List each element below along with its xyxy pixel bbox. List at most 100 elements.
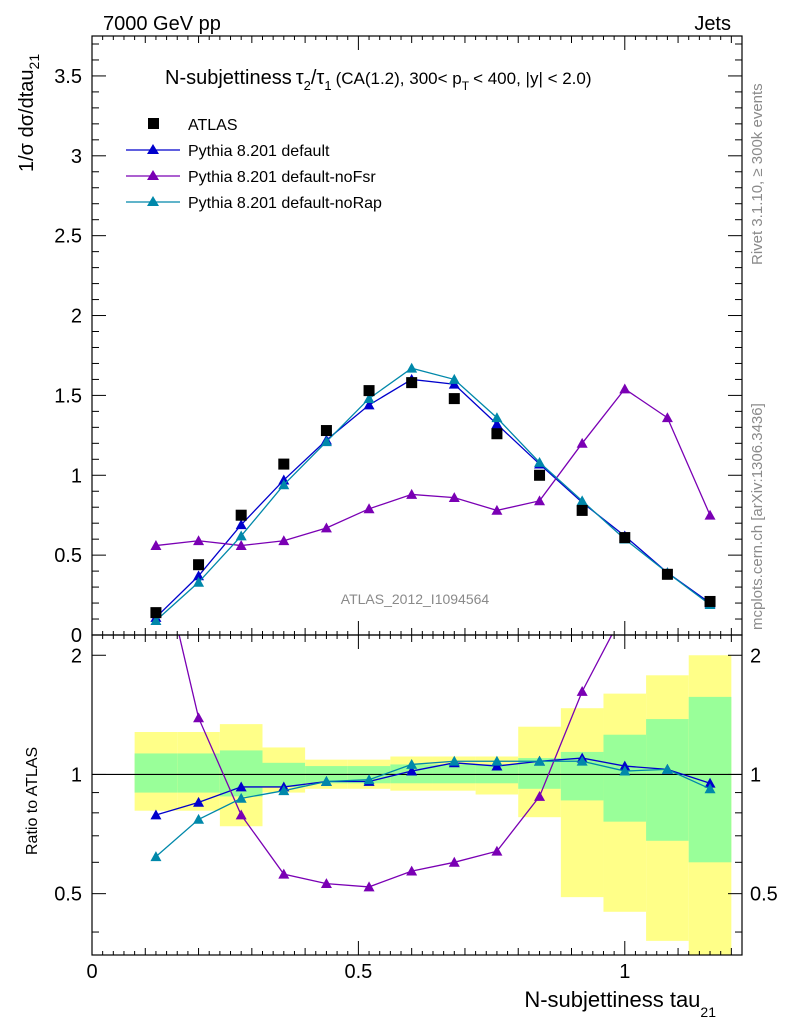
header-right: Jets bbox=[694, 13, 731, 35]
ratio-point-noFsr bbox=[491, 845, 503, 856]
legend-nofsr-marker bbox=[147, 170, 159, 180]
series-point-noFsr bbox=[235, 540, 247, 550]
y-ratio-tick-label-left: 2 bbox=[71, 645, 82, 667]
plot-title: N-subjettiness τ2/τ1 (CA(1.2), 300< pT < 40… bbox=[165, 67, 592, 93]
legend-norap-label: Pythia 8.201 default-noRap bbox=[188, 195, 382, 212]
ratio-point-noRap bbox=[491, 755, 503, 766]
y-ratio-tick-label-left: 1 bbox=[71, 764, 82, 786]
series-point-noRap bbox=[363, 393, 375, 403]
ratio-point-noFsr bbox=[193, 712, 205, 723]
y-ratio-tick-label-right: 1 bbox=[750, 764, 761, 786]
ratio-point-noFsr bbox=[576, 685, 588, 696]
ratio-point-noFsr bbox=[278, 868, 290, 879]
ratio-point-default bbox=[235, 781, 247, 792]
data-point-atlas bbox=[363, 385, 375, 397]
series-point-noRap bbox=[491, 412, 503, 423]
series-point-noRap bbox=[278, 479, 290, 490]
y-main-tick-label: 1.5 bbox=[54, 385, 82, 407]
ratio-line-noRap bbox=[155, 760, 711, 858]
series-line-default bbox=[155, 378, 711, 618]
series-point-default bbox=[235, 519, 247, 530]
ratio-point-noRap bbox=[534, 755, 546, 766]
series-point-noFsr bbox=[320, 522, 332, 533]
ratio-point-noRap bbox=[576, 755, 588, 766]
y-main-tick-label: 0.5 bbox=[54, 545, 82, 567]
ratio-point-noRap bbox=[235, 792, 247, 803]
data-point-atlas bbox=[576, 504, 588, 516]
series-point-noFsr bbox=[150, 540, 162, 550]
ratio-line-default bbox=[155, 757, 711, 816]
y-main-tick-label: 2 bbox=[71, 306, 82, 328]
ratio-point-noFsr bbox=[235, 809, 247, 820]
y-main-tick-label: 0 bbox=[71, 625, 82, 647]
ratio-point-noRap bbox=[661, 763, 673, 774]
series-point-noFsr bbox=[278, 535, 290, 546]
data-point-atlas bbox=[150, 607, 162, 619]
ratio-point-default bbox=[704, 777, 716, 788]
ratio-band-outer-bin bbox=[560, 708, 604, 898]
x-tick-label: 0.5 bbox=[344, 961, 372, 983]
ratio-point-noRap bbox=[363, 774, 375, 785]
legend-norap-marker bbox=[147, 196, 159, 206]
series-line-noFsr bbox=[155, 388, 711, 547]
data-point-atlas bbox=[320, 425, 332, 437]
series-point-noFsr bbox=[576, 437, 588, 448]
data-point-atlas bbox=[491, 428, 503, 440]
legend-default-marker bbox=[147, 144, 159, 154]
legend-nofsr-label: Pythia 8.201 default-noFsr bbox=[188, 169, 376, 186]
data-point-atlas bbox=[235, 509, 247, 521]
ratio-point-noFsr bbox=[320, 878, 332, 889]
ratio-uncertainty-bands bbox=[134, 655, 732, 955]
series-point-noRap bbox=[235, 530, 247, 541]
legend: ATLAS Pythia 8.201 default Pythia 8.201 … bbox=[126, 117, 382, 212]
y-ratio-tick-label-right: 0.5 bbox=[750, 884, 778, 906]
y-ratio-tick-label-right: 2 bbox=[750, 645, 761, 667]
data-point-atlas bbox=[278, 458, 290, 470]
data-point-atlas bbox=[534, 469, 546, 481]
rivet-label: Rivet 3.1.10, ≥ 300k events bbox=[749, 83, 766, 265]
ratio-y-label: Ratio to ATLAS bbox=[24, 747, 41, 855]
x-tick-label: 0 bbox=[86, 961, 97, 983]
ratio-band-inner-bin bbox=[603, 734, 647, 822]
series-point-noFsr bbox=[491, 504, 503, 515]
series-point-noFsr bbox=[534, 495, 546, 506]
legend-atlas-label: ATLAS bbox=[188, 117, 238, 134]
series-point-noRap bbox=[193, 576, 205, 587]
analysis-watermark: ATLAS_2012_I1094564 bbox=[341, 591, 490, 607]
series-point-default bbox=[491, 418, 503, 429]
ratio-point-default bbox=[619, 760, 631, 771]
series-point-noRap bbox=[150, 615, 162, 626]
series-point-noFsr bbox=[363, 503, 375, 514]
series-point-noRap bbox=[576, 495, 588, 506]
ratio-point-noRap bbox=[193, 813, 205, 824]
series-point-noFsr bbox=[448, 492, 460, 503]
data-point-atlas bbox=[406, 377, 418, 389]
ratio-band-inner-bin bbox=[177, 753, 220, 793]
series-point-noRap bbox=[534, 456, 546, 467]
y-ratio-tick-label-left: 0.5 bbox=[54, 884, 82, 906]
ratio-point-noRap bbox=[619, 765, 631, 776]
ratio-point-default bbox=[406, 765, 418, 776]
ratio-point-default bbox=[150, 809, 162, 820]
y-main-tick-label: 1 bbox=[71, 465, 82, 487]
ratio-panel-frame bbox=[91, 634, 743, 956]
y-main-tick-label: 2.5 bbox=[54, 226, 82, 248]
series-point-noRap bbox=[406, 362, 418, 373]
x-axis-label: N-subjettiness tau21 bbox=[524, 987, 716, 1020]
ratio-line-noFsr bbox=[178, 635, 613, 888]
ratio-point-noRap bbox=[278, 785, 290, 796]
ratio-point-noRap bbox=[406, 758, 418, 769]
series-point-noFsr bbox=[406, 488, 418, 499]
ratio-point-noFsr bbox=[534, 790, 546, 801]
data-point-atlas bbox=[661, 568, 673, 580]
data-point-atlas bbox=[619, 532, 631, 544]
series-point-default bbox=[193, 570, 205, 581]
ratio-point-noFsr bbox=[406, 865, 418, 876]
main-y-label: 1/σ dσ/dtau21 bbox=[16, 54, 42, 172]
series-point-noRap bbox=[320, 436, 332, 447]
main-panel-marks bbox=[150, 362, 716, 626]
ratio-point-noRap bbox=[704, 783, 716, 794]
ratio-point-noFsr bbox=[448, 856, 460, 867]
data-point-atlas bbox=[448, 393, 460, 405]
